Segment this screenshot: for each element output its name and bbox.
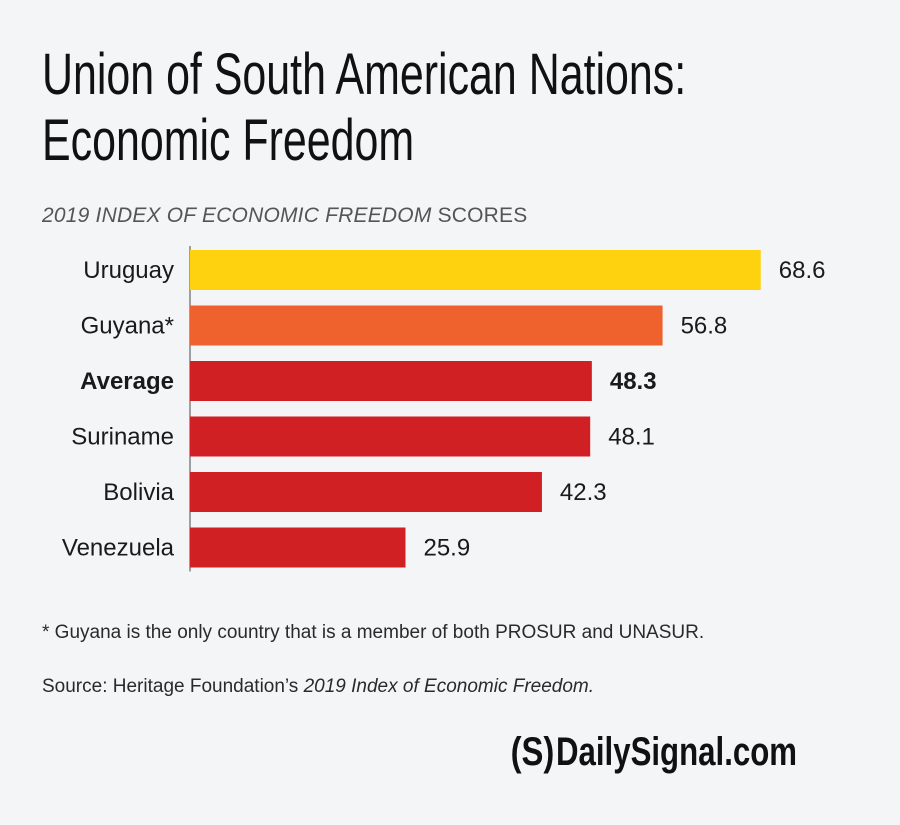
category-label: Venezuela [62,535,175,562]
source-note: Source: Heritage Foundation’s 2019 Index… [42,676,594,698]
category-label: Suriname [71,424,174,451]
daily-signal-logo: (S) DailySignal.com [501,730,856,775]
bar-average [190,361,592,401]
title-line-1: Union of South American Nations: [42,42,687,107]
title-line-2: Economic Freedom [42,108,415,173]
category-label: Bolivia [103,479,174,506]
footnote: * Guyana is the only country that is a m… [42,622,705,643]
category-label: Average [80,368,174,395]
category-label: Uruguay [83,257,174,284]
daily-signal-mark-icon: (S) [510,730,554,774]
value-label: 56.8 [681,313,728,340]
bar-chart: Uruguay 68.6 Guyana* 56.8 Average 48.3 Surinam… [62,246,826,572]
chart-subtitle: 2019 INDEX OF ECONOMIC FREEDOM SCORES [42,204,527,228]
bar-uruguay [190,250,761,290]
bar-suriname [190,416,591,457]
category-label: Guyana* [81,313,174,340]
subtitle-index-name: 2019 INDEX OF ECONOMIC FREEDOM [42,204,432,227]
subtitle-suffix: SCORES [431,204,528,227]
chart-title: Union of South American Nations: Economi… [42,42,871,174]
value-label: 48.1 [608,424,655,451]
source-title: 2019 Index of Economic Freedom. [303,676,595,697]
bar-bolivia [190,472,542,512]
value-label: 48.3 [610,368,657,395]
source-prefix: Source: Heritage Foundation’s [42,676,304,697]
daily-signal-wordmark: DailySignal.com [556,730,798,774]
bar-venezuela [190,527,406,568]
value-label: 68.6 [779,257,826,284]
value-label: 25.9 [423,535,470,562]
value-label: 42.3 [560,479,607,506]
bar-guyana [190,305,663,346]
